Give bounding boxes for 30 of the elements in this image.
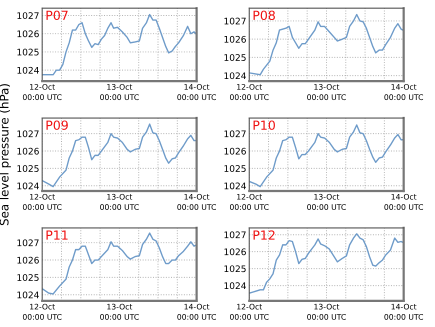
chart-title: P12 [254, 230, 275, 240]
y-tick-label: 1027 [17, 12, 39, 20]
y-tick-label: 1024 [17, 291, 39, 298]
y-tick-label: 1025 [224, 265, 246, 272]
y-tick-label: 1027 [224, 130, 246, 138]
y-tick-label: 1025 [17, 48, 39, 56]
y-tick-label: 1027 [224, 18, 246, 24]
y-tick-label: 1024 [17, 66, 39, 74]
chart-title: P08 [254, 10, 275, 20]
y-tick-label: 1025 [17, 274, 39, 281]
y-tick-label: 1026 [224, 148, 246, 155]
chart-title: P07 [46, 10, 68, 20]
y-tick-label: 1027 [17, 239, 39, 246]
y-tick-label: 1027 [224, 231, 246, 238]
y-tick-label: 1025 [224, 165, 246, 172]
y-tick-label: 1024 [224, 282, 246, 290]
y-tick-label: 1026 [17, 256, 39, 264]
y-tick-label: 1026 [17, 148, 39, 155]
y-tick-label: 1025 [17, 165, 39, 172]
y-tick-label: 1024 [224, 182, 246, 190]
chart-title: P10 [254, 120, 275, 130]
y-tick-label: 1024 [17, 182, 39, 190]
chart-title: P09 [46, 120, 68, 130]
y-tick-label: 1027 [17, 130, 39, 138]
y-tick-label: 1024 [224, 72, 246, 80]
y-tick-label: 1026 [224, 36, 246, 43]
y-tick-label: 1026 [224, 248, 246, 256]
y-tick-label: 1025 [224, 54, 246, 61]
chart-title: P11 [46, 230, 68, 240]
y-tick-label: 1026 [17, 30, 39, 38]
